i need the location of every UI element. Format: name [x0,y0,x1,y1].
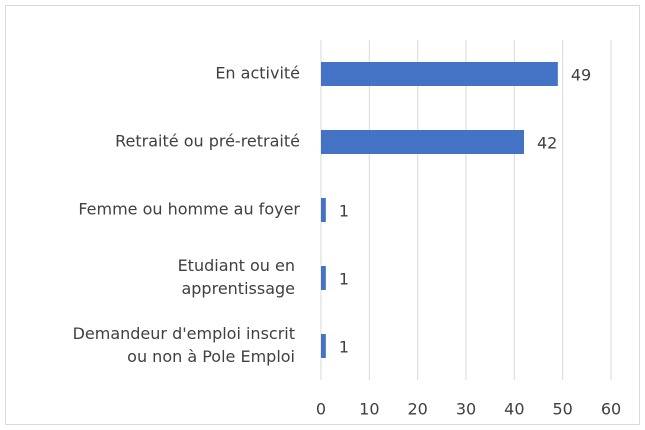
bar [321,62,558,86]
data-label: 1 [339,338,349,357]
x-tick-label: 40 [504,400,524,419]
x-tick-label: 20 [407,400,427,419]
bar [321,130,524,154]
y-tick-label: ou non à Pole Emploi [127,347,295,366]
bar [321,198,326,222]
bar [321,266,326,290]
y-tick-label: Retraité ou pré-retraité [115,132,300,151]
y-tick-label: En activité [215,64,300,83]
data-label: 42 [537,134,557,153]
y-tick-label: Etudiant ou en [178,256,295,275]
x-tick-label: 30 [456,400,476,419]
data-label: 49 [571,66,591,85]
y-tick-label: Femme ou homme au foyer [78,200,300,219]
x-tick-label: 50 [552,400,572,419]
bar [321,334,326,358]
x-tick-label: 60 [601,400,621,419]
y-tick-label: apprentissage [181,279,295,298]
x-tick-label: 0 [316,400,326,419]
x-tick-label: 10 [359,400,379,419]
data-label: 1 [339,202,349,221]
y-tick-label: Demandeur d'emploi inscrit [73,324,295,343]
data-label: 1 [339,270,349,289]
